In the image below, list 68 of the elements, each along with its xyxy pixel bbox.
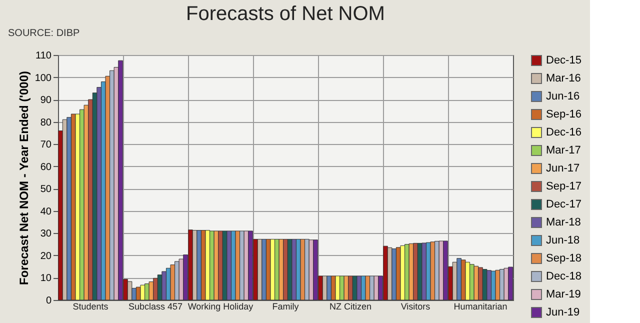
legend-label: Sep-17 [546,180,582,192]
bar [465,262,470,300]
y-tick-label: 110 [36,50,52,62]
y-tick-label: 80 [40,117,52,128]
bar [508,266,513,300]
legend-label: Sep-18 [546,252,582,264]
y-tick-label: 90 [40,95,52,106]
bar [486,270,492,300]
legend-label: Mar-18 [546,216,581,228]
bar [408,243,414,300]
bar [170,264,176,300]
legend-label: Dec-17 [546,198,582,210]
legend-label: Mar-17 [546,144,581,156]
y-tick-label: 20 [40,250,52,262]
bar [400,245,406,300]
bar [430,242,436,300]
y-tick-label: 10 [40,273,52,284]
bar [66,117,72,300]
bar [148,281,154,300]
bar [127,281,132,300]
bar [335,276,340,300]
bar [474,266,479,300]
legend-label: Jun-19 [546,306,580,318]
y-tick-label: 70 [40,140,52,151]
legend-label: Dec-18 [546,270,582,282]
x-tick-label: Visitors [400,302,431,312]
bar [214,230,219,300]
bar [278,238,284,300]
bar [495,270,500,300]
legend-label: Jun-17 [546,162,580,174]
y-tick-label: 30 [40,228,52,240]
bar [300,238,306,300]
x-tick-label: Students [72,302,109,312]
bar [162,271,166,300]
source-note: SOURCE: DIBP [8,28,80,39]
bar [356,276,362,300]
legend-label: Jun-18 [546,234,580,246]
bar [422,242,426,300]
bar [140,284,146,300]
y-tick-label: 60 [40,162,52,173]
x-tick-label: Humanitarian [454,302,508,312]
x-tick-label: Subclass 457 [128,302,183,312]
y-tick-label: 40 [40,206,52,218]
x-tick-label: NZ Citizen [329,302,372,312]
y-axis-title: Forecast Net NOM - Year Ended ('000) [16,70,31,286]
chart-title: Forecasts of Net NOM [186,3,385,25]
bar [292,238,296,300]
bar [270,238,276,300]
bar [392,248,396,300]
bar [326,276,332,300]
bar [226,230,232,300]
bar [196,230,202,300]
bar [365,276,370,300]
bar [344,276,349,300]
bar [235,230,240,300]
x-tick-label: Family [272,302,300,312]
legend-label: Sep-16 [546,108,582,120]
legend-label: Mar-16 [546,72,581,84]
bar [262,238,266,300]
legend-label: Jun-16 [546,90,580,102]
legend-label: Dec-16 [546,126,582,138]
x-tick-label: Working Holiday [188,302,254,312]
y-tick-label: 100 [34,72,52,84]
bar [205,230,210,300]
y-tick-label: 50 [40,184,52,196]
legend-label: Mar-19 [546,288,581,300]
y-tick-label: 0 [46,296,52,306]
legend-label: Dec-15 [546,54,582,66]
